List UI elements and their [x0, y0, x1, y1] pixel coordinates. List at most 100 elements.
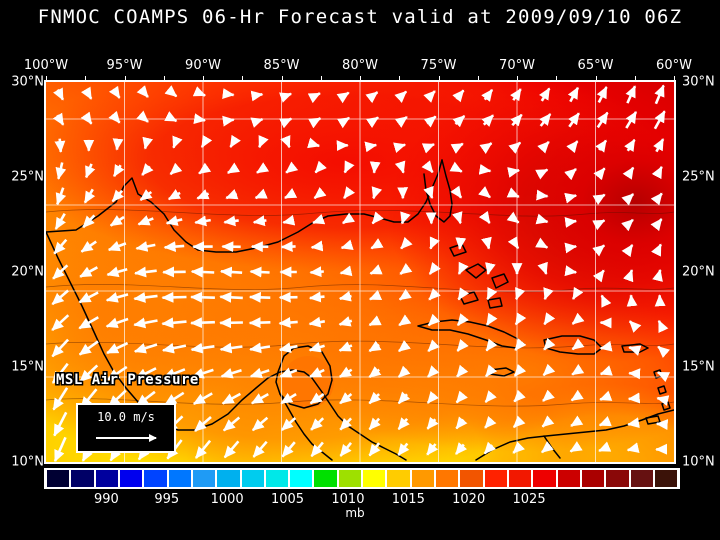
wind-barb	[280, 135, 291, 149]
latitude-label-right-1: 25°N	[682, 169, 715, 185]
wind-barb	[566, 140, 579, 154]
wind-barb	[507, 167, 521, 178]
wind-barb	[219, 291, 243, 303]
wind-barb	[221, 392, 242, 405]
wind-barb	[53, 436, 67, 462]
wind-barb	[484, 364, 498, 378]
wind-barb	[650, 218, 663, 232]
wind-barb	[454, 442, 468, 455]
wind-barb	[309, 392, 325, 405]
wind-barb	[479, 142, 493, 154]
wind-barb	[165, 215, 183, 226]
wind-barb	[628, 345, 642, 356]
wind-barb	[106, 266, 128, 278]
wind-barb	[542, 363, 556, 377]
wind-barb	[137, 215, 154, 226]
wind-barb	[486, 286, 498, 301]
wind-barb	[371, 211, 384, 225]
wind-barb	[625, 85, 637, 104]
latitude-label-left-2: 20°N	[11, 264, 44, 280]
wind-barb	[223, 215, 239, 227]
longitude-label-7: 65°W	[577, 58, 614, 73]
colorbar-swatch-4	[143, 470, 168, 487]
wind-barb	[136, 85, 149, 98]
wind-barb	[596, 86, 608, 103]
lon-tick-16	[674, 76, 675, 80]
map-graphics	[46, 82, 674, 462]
wind-barb	[570, 415, 584, 427]
colorbar-swatch-8	[240, 470, 265, 487]
wind-barb	[190, 317, 215, 329]
wind-barb	[421, 143, 435, 154]
wind-scale-legend: 10.0 m/s	[76, 403, 176, 453]
wind-barb	[510, 113, 523, 127]
wind-barb	[657, 319, 669, 334]
wind-barb	[111, 189, 124, 203]
wind-barb	[194, 215, 211, 227]
wind-barb	[196, 189, 210, 200]
colorbar-swatch-3	[118, 470, 144, 487]
wind-barb	[282, 214, 296, 226]
wind-barb	[80, 240, 97, 253]
wind-barb	[449, 161, 463, 173]
wind-barb	[539, 113, 552, 127]
wind-barb	[537, 261, 548, 275]
wind-barb	[541, 415, 555, 428]
wind-barb	[564, 192, 578, 204]
wind-barb	[252, 440, 268, 458]
wind-barb	[169, 162, 183, 176]
colorbar-tick-1015: 1015	[391, 492, 425, 507]
wind-barb	[163, 241, 185, 253]
wind-barb	[105, 292, 129, 303]
wind-barb	[427, 313, 441, 327]
map-canvas[interactable]	[46, 82, 674, 462]
wind-barb	[368, 442, 381, 457]
lon-tick-14	[595, 76, 597, 80]
wind-barb	[567, 86, 580, 103]
wind-barb	[592, 269, 605, 283]
latitude-label-left-4: 10°N	[11, 454, 44, 470]
wind-barb	[52, 264, 69, 280]
colorbar-swatch-16	[435, 470, 460, 487]
wind-barb	[368, 366, 382, 379]
wind-barb	[651, 165, 663, 180]
wind-barb	[78, 316, 99, 330]
wind-barb	[339, 392, 353, 405]
wind-barb	[365, 91, 379, 104]
wind-barb	[513, 389, 526, 403]
wind-barb	[592, 193, 606, 206]
wind-barb	[651, 243, 662, 257]
wind-barb	[161, 342, 187, 354]
colorbar-swatch-14	[386, 470, 411, 487]
wind-barb	[568, 112, 580, 128]
wind-barb	[656, 371, 671, 383]
wind-barb	[513, 363, 527, 377]
wind-barb	[394, 115, 408, 128]
wind-barb	[455, 416, 468, 430]
wind-barb	[108, 110, 121, 124]
wind-barb	[161, 291, 187, 303]
wind-barb	[452, 115, 466, 128]
wind-barb	[478, 186, 491, 199]
wind-barb	[52, 112, 65, 126]
wind-barb	[256, 162, 270, 174]
wind-barb	[535, 168, 549, 180]
colorbar-swatch-12	[337, 470, 363, 487]
lon-tick-12	[517, 76, 518, 80]
wind-barb	[484, 415, 497, 429]
colorbar-swatch-5	[167, 470, 192, 487]
wind-barb	[564, 242, 578, 254]
colorbar-tick-1000: 1000	[210, 492, 244, 507]
colorbar-swatch-1	[70, 470, 95, 487]
wind-barb	[342, 212, 356, 225]
wind-barb	[142, 136, 154, 150]
wind-barb	[54, 213, 67, 230]
wind-barb	[653, 110, 666, 130]
wind-barb	[426, 442, 439, 456]
wind-barb	[537, 141, 550, 154]
wind-barb	[510, 88, 522, 102]
lon-tick-6	[281, 76, 283, 80]
wind-barb	[308, 117, 322, 129]
wind-barb	[426, 391, 439, 404]
wind-barb	[541, 441, 554, 454]
